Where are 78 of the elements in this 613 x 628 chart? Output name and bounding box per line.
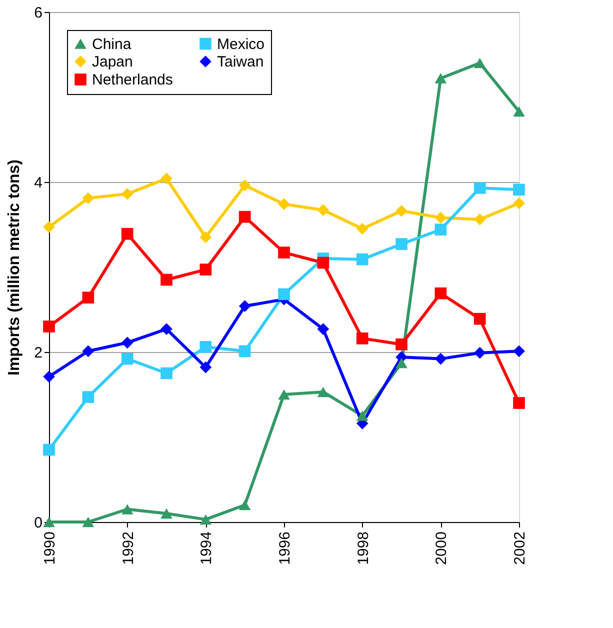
point bbox=[121, 352, 134, 365]
point bbox=[396, 204, 408, 217]
point bbox=[43, 320, 55, 332]
point bbox=[160, 508, 172, 519]
point bbox=[278, 246, 290, 258]
point bbox=[513, 197, 525, 210]
point bbox=[238, 210, 251, 223]
point bbox=[121, 336, 134, 349]
point bbox=[396, 358, 408, 368]
point bbox=[513, 397, 525, 409]
point bbox=[82, 192, 94, 204]
point bbox=[238, 179, 251, 192]
point bbox=[356, 253, 368, 266]
point bbox=[278, 288, 290, 300]
x-tick-label: 1996 bbox=[276, 532, 294, 565]
point bbox=[474, 346, 486, 359]
point bbox=[317, 256, 330, 269]
point bbox=[43, 221, 55, 233]
point bbox=[82, 292, 94, 304]
point bbox=[474, 58, 486, 68]
point bbox=[160, 274, 172, 286]
point bbox=[513, 106, 525, 117]
point bbox=[238, 300, 251, 312]
point bbox=[434, 73, 447, 84]
x-tick-label: 2002 bbox=[512, 532, 528, 565]
x-tick-label: 2000 bbox=[433, 532, 450, 565]
point bbox=[474, 182, 486, 194]
y-tick-label: 6 bbox=[34, 4, 42, 22]
y-axis-title: Imports (million metric tons) bbox=[6, 159, 24, 376]
point bbox=[121, 228, 134, 240]
point bbox=[356, 410, 368, 421]
point bbox=[278, 198, 290, 210]
x-tick-label: 1998 bbox=[354, 532, 372, 565]
point bbox=[238, 345, 251, 358]
point bbox=[82, 391, 94, 403]
point bbox=[82, 345, 94, 358]
point bbox=[356, 332, 368, 344]
legend-label: Taiwan bbox=[217, 54, 264, 70]
point bbox=[200, 340, 212, 353]
point bbox=[317, 323, 330, 335]
point bbox=[160, 172, 172, 185]
point bbox=[200, 361, 212, 374]
y-tick-label: 2 bbox=[34, 344, 42, 362]
legend-label: China bbox=[92, 36, 132, 53]
point bbox=[396, 238, 408, 250]
y-tick-label: 0 bbox=[34, 514, 42, 532]
point bbox=[513, 184, 525, 196]
point bbox=[43, 370, 55, 383]
point bbox=[434, 224, 447, 236]
point bbox=[200, 514, 212, 525]
point bbox=[200, 231, 212, 244]
x-tick-label: 1990 bbox=[42, 532, 58, 565]
legend-label: Japan bbox=[92, 54, 133, 70]
point bbox=[160, 367, 172, 380]
point bbox=[278, 389, 290, 400]
x-tick-label: 1994 bbox=[198, 532, 216, 565]
point bbox=[82, 516, 94, 528]
point bbox=[317, 204, 330, 216]
legend-label: Mexico bbox=[217, 36, 265, 53]
point bbox=[474, 312, 486, 325]
point bbox=[238, 500, 251, 510]
point bbox=[396, 338, 408, 350]
point bbox=[434, 352, 447, 365]
point bbox=[160, 323, 172, 335]
point bbox=[513, 345, 525, 358]
point bbox=[434, 212, 447, 224]
legend-label: Netherlands bbox=[92, 72, 173, 88]
point bbox=[356, 222, 368, 235]
y-tick-label: 4 bbox=[34, 174, 42, 192]
x-tick-label: 1992 bbox=[120, 532, 137, 565]
point bbox=[200, 264, 212, 276]
point bbox=[121, 188, 134, 200]
point bbox=[121, 504, 134, 514]
point bbox=[434, 287, 447, 300]
point bbox=[474, 213, 486, 226]
point bbox=[317, 386, 330, 398]
point bbox=[43, 444, 55, 456]
point bbox=[43, 516, 55, 528]
